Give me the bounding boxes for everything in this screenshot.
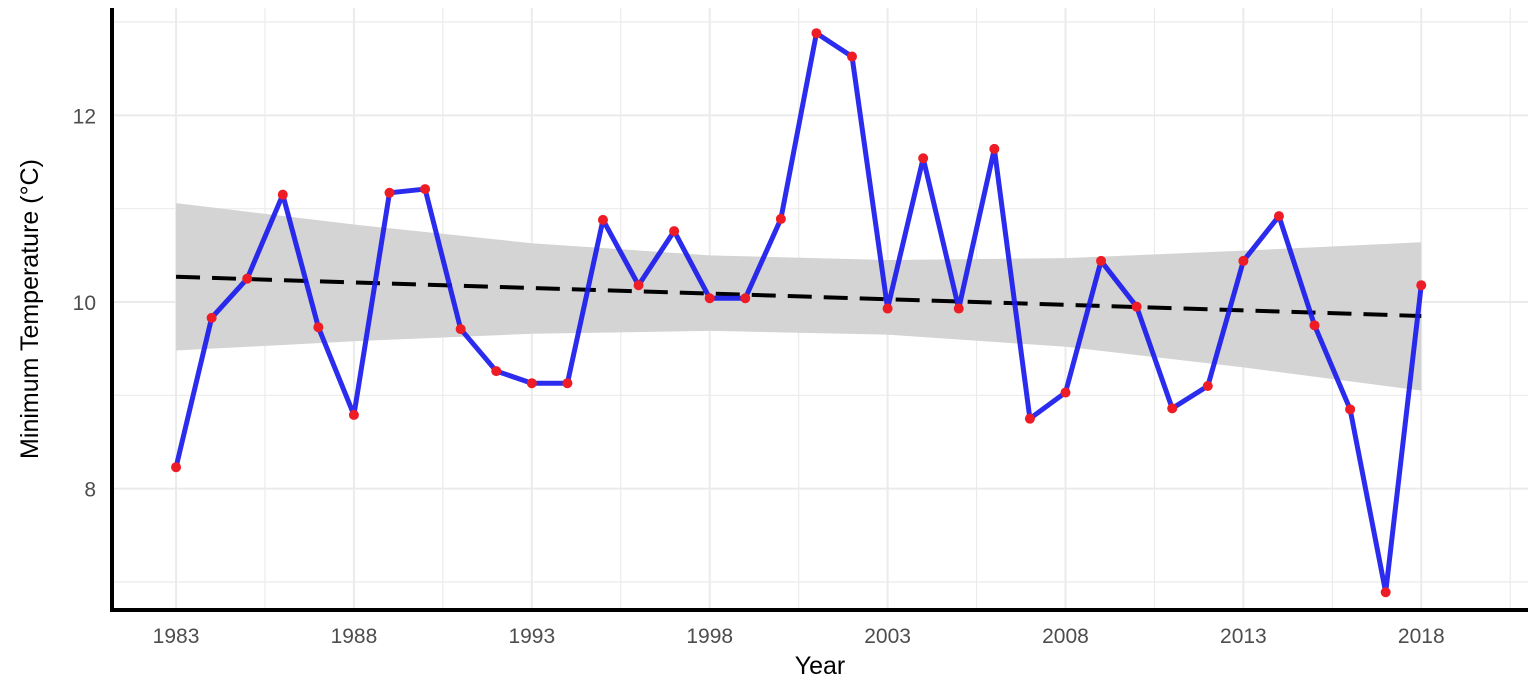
data-point <box>455 324 466 335</box>
data-point <box>811 28 822 39</box>
data-point <box>1096 255 1107 266</box>
data-point <box>1060 387 1071 398</box>
data-points <box>171 28 1427 598</box>
data-point <box>775 213 786 224</box>
data-point <box>847 51 858 62</box>
data-point <box>597 214 608 225</box>
data-point <box>1024 413 1035 424</box>
data-point <box>562 378 573 389</box>
x-tick-label: 1993 <box>508 625 555 648</box>
data-point <box>953 303 964 314</box>
y-tick-labels: 8 10 12 <box>73 105 96 501</box>
data-point <box>669 226 680 237</box>
x-tick-label: 2008 <box>1042 625 1089 648</box>
data-point <box>1380 587 1391 598</box>
data-point <box>526 378 537 389</box>
axes <box>110 8 1528 612</box>
x-tick-label: 1983 <box>153 625 200 648</box>
trend-line <box>175 274 1422 318</box>
series-line <box>173 30 1424 595</box>
data-point <box>1238 255 1249 266</box>
data-point <box>704 293 715 304</box>
data-point <box>882 303 893 314</box>
data-point <box>1309 320 1320 331</box>
data-point <box>491 366 502 377</box>
data-point <box>348 409 359 420</box>
data-point <box>171 462 182 473</box>
data-point <box>1202 381 1213 391</box>
data-point <box>206 312 217 323</box>
data-point <box>1131 301 1142 312</box>
data-point <box>242 273 253 284</box>
x-tick-label: 2013 <box>1220 625 1267 648</box>
x-tick-label: 2003 <box>864 625 911 648</box>
data-point <box>918 153 929 164</box>
x-axis-title: Year <box>795 652 846 680</box>
x-tick-label: 2018 <box>1398 625 1445 648</box>
x-tick-label: 1988 <box>331 625 378 648</box>
data-point <box>1273 211 1284 222</box>
data-point <box>1167 403 1178 414</box>
x-tick-labels: 1983 1988 1993 1998 2003 2008 2013 2018 <box>153 625 1445 648</box>
y-axis-title: Minimum Temperature (°C) <box>16 159 44 459</box>
y-tick-label: 10 <box>73 292 96 315</box>
data-point <box>633 280 644 291</box>
data-point <box>277 189 288 200</box>
y-tick-label: 8 <box>84 479 96 502</box>
data-point <box>313 322 324 333</box>
data-point <box>384 187 395 198</box>
y-tick-label: 12 <box>73 105 96 128</box>
data-point <box>989 143 1000 154</box>
data-point <box>1416 280 1427 291</box>
data-point <box>1345 404 1356 415</box>
data-point <box>740 293 751 304</box>
x-tick-label: 1998 <box>686 625 733 648</box>
data-point <box>420 184 431 195</box>
